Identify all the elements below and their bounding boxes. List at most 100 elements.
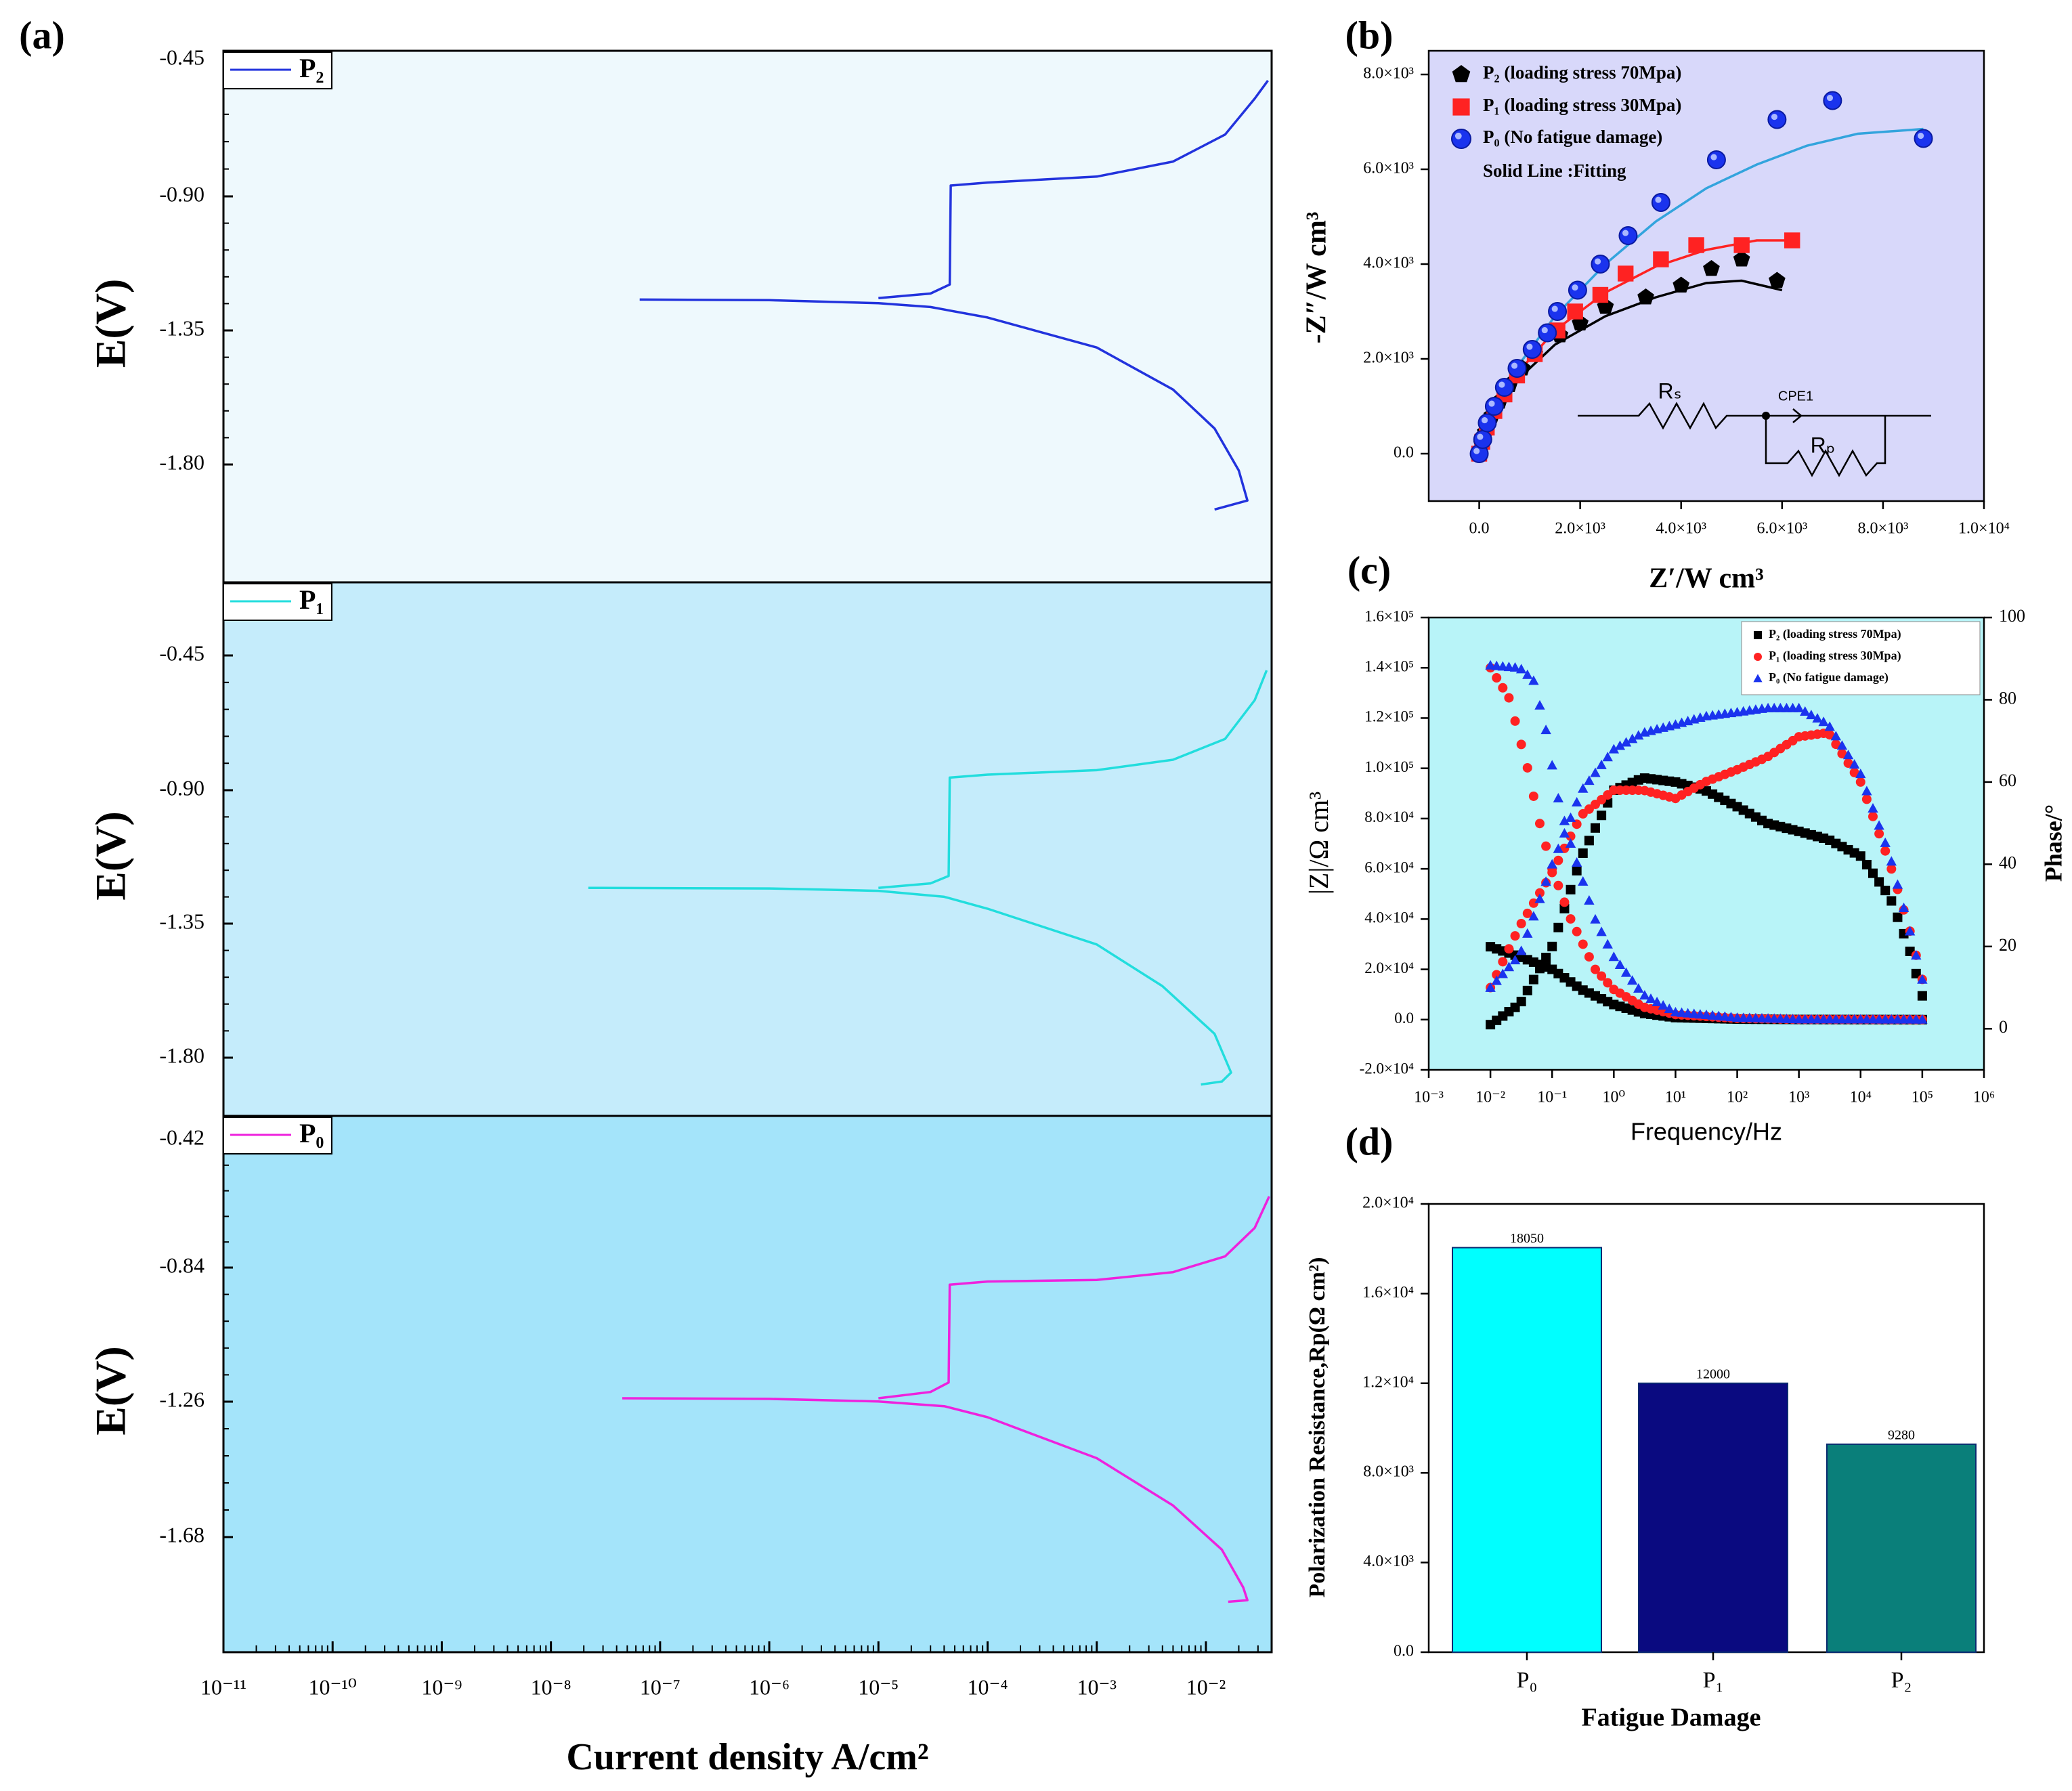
data-point-b-1-9 xyxy=(1592,286,1609,303)
y-axis-label: -Z″/W cm³ xyxy=(1301,212,1333,344)
phase-point-2-2 xyxy=(1497,968,1509,978)
y2-tick-label: 20 xyxy=(1999,935,2016,955)
phase-point-2-13 xyxy=(1565,812,1576,822)
equivalent-circuit: Rₛ CPE1 Rₚ xyxy=(1578,379,1931,477)
phase-point-0-64 xyxy=(1880,886,1891,896)
modulus-point-2-20 xyxy=(1608,951,1620,962)
modulus-point-2-16 xyxy=(1584,894,1595,905)
plot-area-a-0 xyxy=(222,49,1273,584)
data-point-b-1-10 xyxy=(1618,265,1634,282)
data-point-b-0-12 xyxy=(1672,276,1690,293)
data-point-b-1-14 xyxy=(1784,232,1800,249)
modulus-point-2-17 xyxy=(1590,913,1601,924)
panel-a: (a) -0.45 -0.90 -1.35 -1.80 E(V) P₂ -0.45 -0.90 -… xyxy=(19,13,1273,1778)
legend-marker-b-0 xyxy=(1452,65,1471,83)
modulus-point-2-29 xyxy=(1664,1003,1675,1013)
bar-value-label: 12000 xyxy=(1696,1366,1730,1381)
panel-label-a: (a) xyxy=(19,13,65,57)
phase-point-2-66 xyxy=(1892,879,1903,889)
phase-point-1-3 xyxy=(1504,944,1514,954)
phase-point-2-61 xyxy=(1861,785,1872,796)
legend-label: P₁ xyxy=(299,584,324,615)
phase-point-1-8 xyxy=(1535,888,1545,898)
x-tick-label: 8.0×10³ xyxy=(1858,520,1909,538)
modulus-point-2-12 xyxy=(1559,815,1570,825)
phase-point-2-51 xyxy=(1800,706,1811,716)
panel-label-c: (c) xyxy=(1347,548,1391,592)
y-tick-label: 1.2×10⁴ xyxy=(1362,1373,1414,1391)
modulus-point-1-2 xyxy=(1498,683,1508,693)
y-tick-label: 4.0×10³ xyxy=(1363,1553,1414,1570)
y2-tick-label: 60 xyxy=(1999,771,2016,790)
phase-point-1-11 xyxy=(1553,855,1563,865)
y-tick-label: 1.2×10⁵ xyxy=(1364,708,1414,725)
modulus-point-1-3 xyxy=(1504,693,1514,703)
modulus-point-2-26 xyxy=(1645,993,1656,1004)
modulus-point-2-15 xyxy=(1578,876,1589,886)
phase-point-2-15 xyxy=(1578,783,1589,793)
phase-point-2-60 xyxy=(1855,769,1866,779)
legend-marker-b-2-highlight xyxy=(1454,132,1462,139)
data-point-b-2-6 xyxy=(1522,340,1542,359)
bar-0 xyxy=(1452,1247,1602,1654)
phase-point-0-11 xyxy=(1553,922,1563,932)
legend-note: Solid Line :Fitting xyxy=(1483,160,1626,181)
y-tick-label: 8.0×10⁴ xyxy=(1364,808,1414,825)
anodic-curve-P₁ xyxy=(878,670,1268,889)
y-tick-label: 1.6×10⁵ xyxy=(1364,607,1414,624)
legend-box-c xyxy=(1741,621,1981,695)
phase-point-2-56 xyxy=(1830,731,1842,741)
phase-point-2-22 xyxy=(1620,737,1632,747)
y-tick-label: -0.45 xyxy=(159,45,204,69)
data-point-b-2-5 xyxy=(1507,359,1527,378)
modulus-point-1-6 xyxy=(1522,762,1532,773)
legend-label: P₂ xyxy=(299,53,324,83)
data-point-b-2-1 xyxy=(1473,430,1492,449)
x-tick-label: 1.0×10⁴ xyxy=(1958,520,2010,538)
phase-point-1-10 xyxy=(1547,867,1557,878)
y-axis-label: Polarization Resistance,Rp(Ω cm²) xyxy=(1305,1257,1330,1598)
x-tick-label: 10⁻⁵ xyxy=(858,1675,899,1699)
y-tick-label: 8.0×10³ xyxy=(1363,1463,1414,1481)
phase-point-1-6 xyxy=(1522,908,1532,918)
modulus-point-1-16 xyxy=(1584,952,1594,962)
phase-point-2-21 xyxy=(1614,740,1626,750)
x-tick-label: 4.0×10³ xyxy=(1656,520,1706,538)
modulus-point-2-18 xyxy=(1596,926,1607,936)
phase-point-2-14 xyxy=(1571,797,1582,807)
panel-d: (d) 0.0 4.0×10³ 8.0×10³ 1.2×10⁴ 1.6×10⁴ 2.0×10… xyxy=(1305,1119,1985,1732)
modulus-point-2-8 xyxy=(1534,699,1545,710)
modulus-point-2-28 xyxy=(1658,1000,1668,1010)
phase-point-1-55 xyxy=(1825,730,1835,740)
x-tick-label: 10⁻¹ xyxy=(1537,1089,1567,1106)
data-point-b-2-16-highlight xyxy=(1918,133,1924,139)
modulus-point-2-9 xyxy=(1540,725,1551,735)
y-tick-label: 4.0×10³ xyxy=(1363,255,1414,272)
y-tick-label: 6.0×10³ xyxy=(1363,160,1414,177)
x-tick-label: 0.0 xyxy=(1469,520,1490,538)
x-tick-label: 10⁻⁷ xyxy=(640,1675,681,1699)
x-tick-label: 10⁻² xyxy=(1186,1675,1226,1699)
modulus-point-1-9 xyxy=(1541,841,1551,851)
data-point-b-0-15 xyxy=(1769,272,1786,288)
phase-point-2-62 xyxy=(1868,802,1878,813)
cathodic-curve-P₀ xyxy=(622,1397,1249,1603)
legend-label: P₂ (loading stress 70Mpa) xyxy=(1483,62,1681,83)
modulus-point-1-5 xyxy=(1516,739,1526,750)
phase-point-2-70 xyxy=(1917,974,1928,984)
x-tick-label: 10² xyxy=(1727,1089,1748,1106)
y-axis-label: E(V) xyxy=(87,811,135,901)
y-tick-label: -2.0×10⁴ xyxy=(1360,1060,1414,1077)
legend-marker-b-2 xyxy=(1451,129,1471,149)
y2-tick-label: 80 xyxy=(1999,688,2016,708)
y-tick-label: 0.0 xyxy=(1394,444,1414,462)
x-tick-label: P₁ xyxy=(1703,1668,1724,1693)
phase-point-2-20 xyxy=(1608,743,1620,754)
bar-2 xyxy=(1826,1443,1977,1654)
y-tick-label: -1.35 xyxy=(159,316,204,340)
y-tick-label: -1.80 xyxy=(159,450,204,474)
modulus-point-1-18 xyxy=(1597,971,1607,981)
x-tick-label: P₀ xyxy=(1517,1668,1538,1693)
x-tick-label: 10⁵ xyxy=(1912,1089,1933,1106)
x-tick-label: 10⁻³ xyxy=(1077,1675,1116,1699)
